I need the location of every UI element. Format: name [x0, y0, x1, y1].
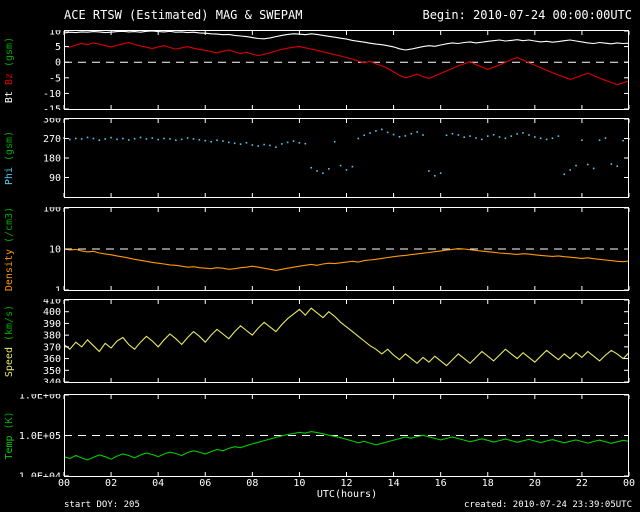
temp-y-axis-label: Temp (K) — [4, 411, 15, 459]
panel-speed: 410 400 390 380 370 360 350 340 Speed (km/s) — [0, 299, 640, 383]
svg-text:90: 90 — [49, 173, 61, 184]
svg-text:-15: -15 — [43, 105, 61, 111]
panel-density: 100 10 1 Density (/cm3) — [0, 207, 640, 291]
svg-text:340: 340 — [43, 378, 61, 384]
created-timestamp: created: 2010-07-24 23:39:05UTC — [464, 500, 632, 510]
plot-title: ACE RTSW (Estimated) MAG & SWEPAM — [64, 8, 303, 22]
bt-bz-plot: 10 5 0 -5 -10 -15 Bt Bz (gsm) — [4, 30, 630, 111]
x-tick-label: 00 — [57, 478, 71, 489]
x-tick-label: 16 — [434, 478, 447, 489]
svg-text:380: 380 — [43, 331, 61, 342]
panel-temp: 1.0E+06 1.0E+05 1.0E+04 Temp (K) — [0, 394, 640, 477]
svg-text:370: 370 — [43, 342, 61, 353]
density-plot: 100 10 1 Density (/cm3) — [4, 207, 630, 292]
x-tick-label: 20 — [528, 478, 541, 489]
svg-text:360: 360 — [43, 354, 61, 365]
begin-timestamp: Begin: 2010-07-24 00:00:00UTC — [422, 8, 632, 22]
phi-y-axis-label: Phi (gsm) — [4, 131, 15, 185]
x-tick-label: 22 — [575, 478, 588, 489]
svg-text:100: 100 — [43, 207, 61, 215]
x-axis-tick-row: 00 02 04 06 08 10 12 14 16 18 20 22 00 — [0, 478, 640, 490]
svg-text:1: 1 — [55, 286, 61, 292]
svg-text:400: 400 — [43, 307, 61, 318]
x-tick-label: 10 — [293, 478, 306, 489]
svg-text:350: 350 — [43, 366, 61, 377]
svg-text:5: 5 — [55, 42, 61, 53]
x-tick-label: 00 — [622, 478, 636, 489]
x-tick-label: 08 — [246, 478, 259, 489]
svg-text:10: 10 — [49, 245, 61, 256]
bt-bz-y-axis-label: Bt Bz (gsm) — [4, 37, 15, 103]
svg-text:1.0E+06: 1.0E+06 — [19, 394, 61, 402]
density-y-axis-label: Density (/cm3) — [4, 207, 15, 291]
panel-phi: 360 270 180 90 Phi (gsm) — [0, 118, 640, 198]
svg-text:1.0E+05: 1.0E+05 — [19, 431, 61, 442]
svg-text:390: 390 — [43, 319, 61, 330]
svg-text:360: 360 — [43, 118, 61, 126]
x-tick-label: 06 — [199, 478, 212, 489]
svg-text:-10: -10 — [43, 89, 61, 100]
svg-text:180: 180 — [43, 154, 61, 165]
x-tick-label: 12 — [340, 478, 353, 489]
x-tick-label: 14 — [387, 478, 400, 489]
x-tick-label: 04 — [152, 478, 165, 489]
phi-plot: 360 270 180 90 Phi (gsm) — [4, 118, 630, 198]
speed-y-axis-label: Speed (km/s) — [4, 305, 15, 377]
temp-plot: 1.0E+06 1.0E+05 1.0E+04 Temp (K) — [4, 394, 630, 478]
x-tick-label: 18 — [481, 478, 494, 489]
svg-text:410: 410 — [43, 299, 61, 307]
x-tick-label: 02 — [105, 478, 118, 489]
svg-text:0: 0 — [55, 58, 61, 69]
svg-text:1.0E+04: 1.0E+04 — [19, 472, 61, 478]
x-axis-title: UTC(hours) — [316, 489, 378, 500]
svg-text:270: 270 — [43, 134, 61, 145]
svg-text:-5: -5 — [49, 73, 61, 84]
svg-text:10: 10 — [49, 30, 61, 38]
panel-bt-bz: 10 5 0 -5 -10 -15 Bt Bz (gsm) — [0, 30, 640, 110]
start-doy-label: start DOY: 205 — [64, 500, 140, 510]
